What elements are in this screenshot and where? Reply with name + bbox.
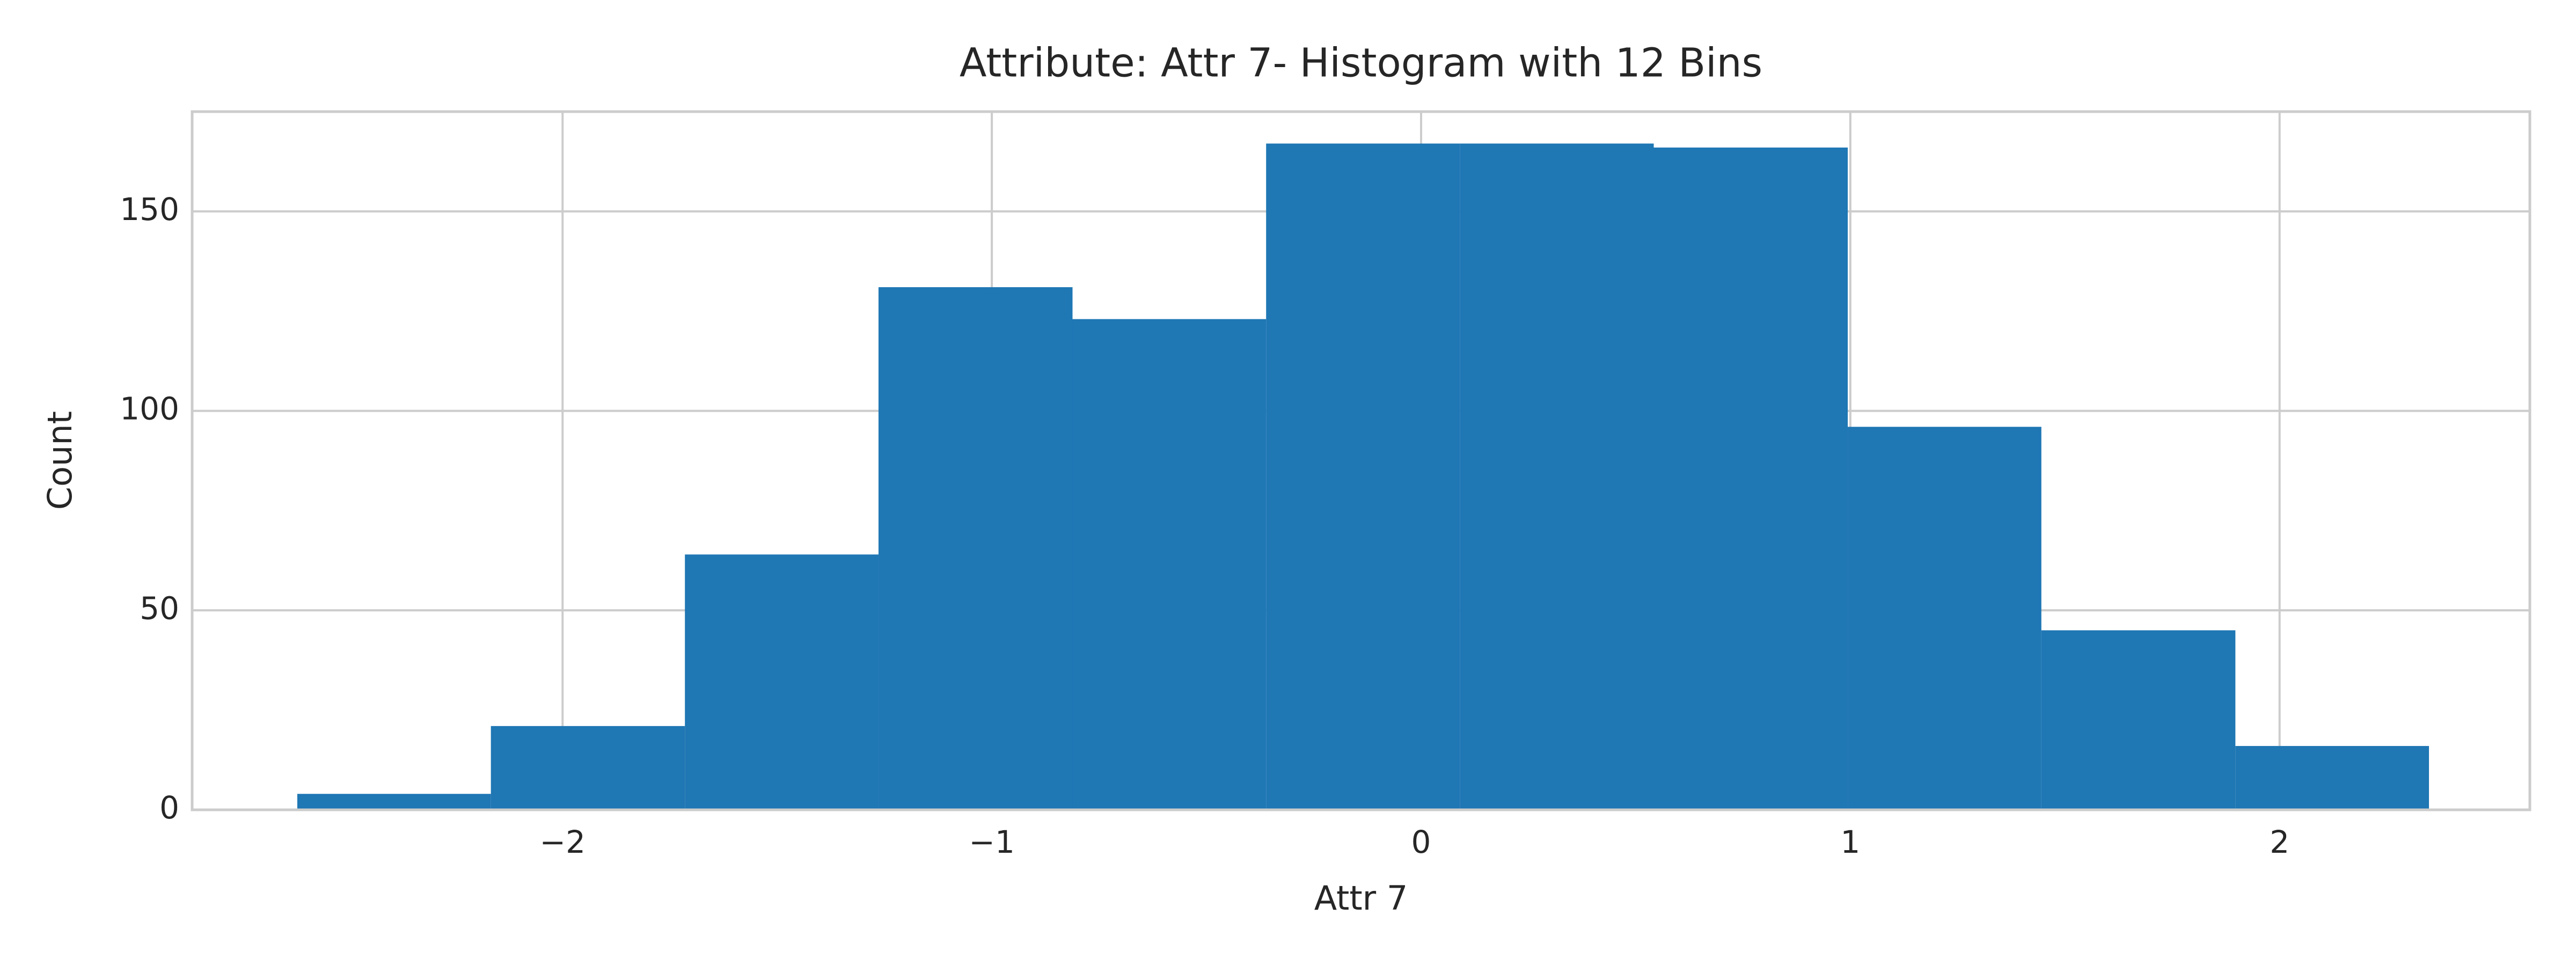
y-axis-label: Count [40,411,79,510]
x-tick-label: 1 [1840,824,1860,860]
plot-frame [191,110,2531,811]
bar [1072,319,1267,810]
chart-title: Attribute: Attr 7- Histogram with 12 Bin… [960,40,1762,86]
bar [1460,143,1654,810]
x-tick-label: −1 [969,824,1015,860]
y-tick-label: 50 [140,590,179,626]
bar [1266,143,1460,810]
x-axis-label: Attr 7 [1314,879,1408,918]
bar [1653,147,1848,810]
y-tick-label: 100 [120,391,179,427]
bar [2041,630,2236,810]
y-tick-label: 150 [120,191,179,228]
bar [491,726,685,810]
bar [2235,746,2429,810]
bar [685,554,879,810]
bar [878,287,1073,810]
x-tick-label: 0 [1411,824,1431,860]
x-tick-label: −2 [540,824,586,860]
y-tick-label: 0 [159,789,179,826]
x-tick-label: 2 [2270,824,2289,860]
bar [1848,427,2041,810]
bar [297,794,491,810]
